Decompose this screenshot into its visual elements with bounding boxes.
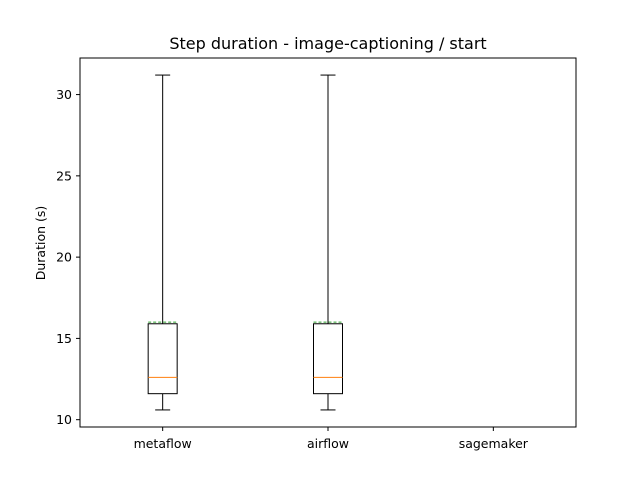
y-tick-label: 30 [56, 87, 72, 102]
y-tick-label: 20 [56, 250, 72, 265]
box-metaflow [147, 74, 178, 411]
y-axis-label: Duration (s) [33, 206, 48, 281]
x-tick-label-sagemaker: sagemaker [459, 436, 529, 451]
x-tick-label-airflow: airflow [307, 436, 349, 451]
iqr-box [313, 323, 343, 395]
chart-title: Step duration - image-captioning / start [169, 34, 486, 53]
box-airflow [313, 74, 343, 411]
y-tick-label: 25 [56, 168, 72, 183]
iqr-box [147, 323, 178, 395]
y-tick-label: 15 [56, 331, 72, 346]
box-series [147, 74, 343, 411]
plot-area-frame [79, 57, 577, 428]
x-tick-label-metaflow: metaflow [134, 436, 192, 451]
x-axis-ticks: metaflow airflow sagemaker [134, 427, 529, 451]
y-axis-ticks: 10 15 20 25 30 [56, 87, 80, 427]
y-tick-label: 10 [56, 412, 72, 427]
